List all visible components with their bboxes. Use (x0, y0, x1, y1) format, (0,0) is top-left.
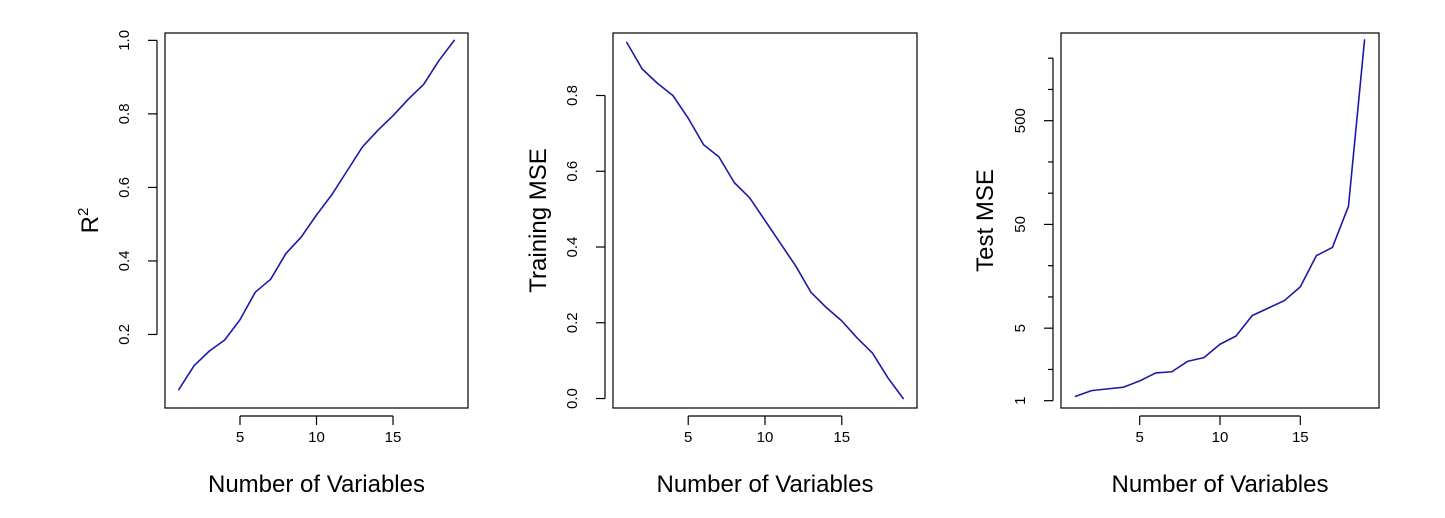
series-line (177, 39, 456, 391)
y-axis-title: R2 (75, 208, 104, 234)
y-tick-label: 5 (1012, 324, 1029, 332)
y-tick-label: 0.6 (116, 177, 133, 198)
y-tick-label: 0.2 (116, 324, 133, 345)
y-tick-label: 0.2 (564, 312, 581, 333)
x-tick-label: 15 (833, 429, 850, 446)
x-axis-title: Number of Variables (657, 471, 874, 498)
training-mse-panel: 5 10 15 0.0 0.2 0.4 0.6 0.8 Number of Variables T… (525, 32, 918, 498)
y-tick-label: 0.8 (564, 85, 581, 106)
x-tick-label: 10 (1212, 429, 1229, 446)
series-line (626, 41, 904, 400)
r-squared-panel: 5 10 15 0.2 0.4 0.6 0.8 1.0 Number of Variables R… (75, 30, 469, 498)
x-tick-label: 10 (308, 429, 325, 446)
x-tick-label: 5 (1136, 429, 1144, 446)
x-axis-title: Number of Variables (208, 471, 425, 498)
y-axis-title: Test MSE (972, 169, 999, 272)
y-tick-label: 1 (1012, 397, 1029, 405)
series-line (1074, 39, 1366, 398)
y-tick-label: 1.0 (116, 30, 133, 51)
x-tick-label: 5 (236, 429, 244, 446)
y-tick-label: 0.4 (564, 237, 581, 258)
y-tick-label: 0.6 (564, 161, 581, 182)
x-tick-label: 15 (385, 429, 402, 446)
plot-frame (612, 32, 918, 409)
y-tick-label: 0.0 (564, 388, 581, 409)
y-tick-label: 50 (1012, 216, 1029, 233)
y-tick-label: 0.8 (116, 103, 133, 124)
plot-frame (164, 32, 469, 409)
x-tick-label: 10 (757, 429, 774, 446)
x-tick-label: 5 (684, 429, 692, 446)
y-tick-label: 0.4 (116, 251, 133, 272)
x-axis-title: Number of Variables (1112, 471, 1329, 498)
y-tick-label: 500 (1012, 108, 1029, 133)
x-tick-label: 15 (1292, 429, 1309, 446)
y-axis-title: Training MSE (525, 148, 552, 293)
plot-frame (1060, 32, 1380, 409)
